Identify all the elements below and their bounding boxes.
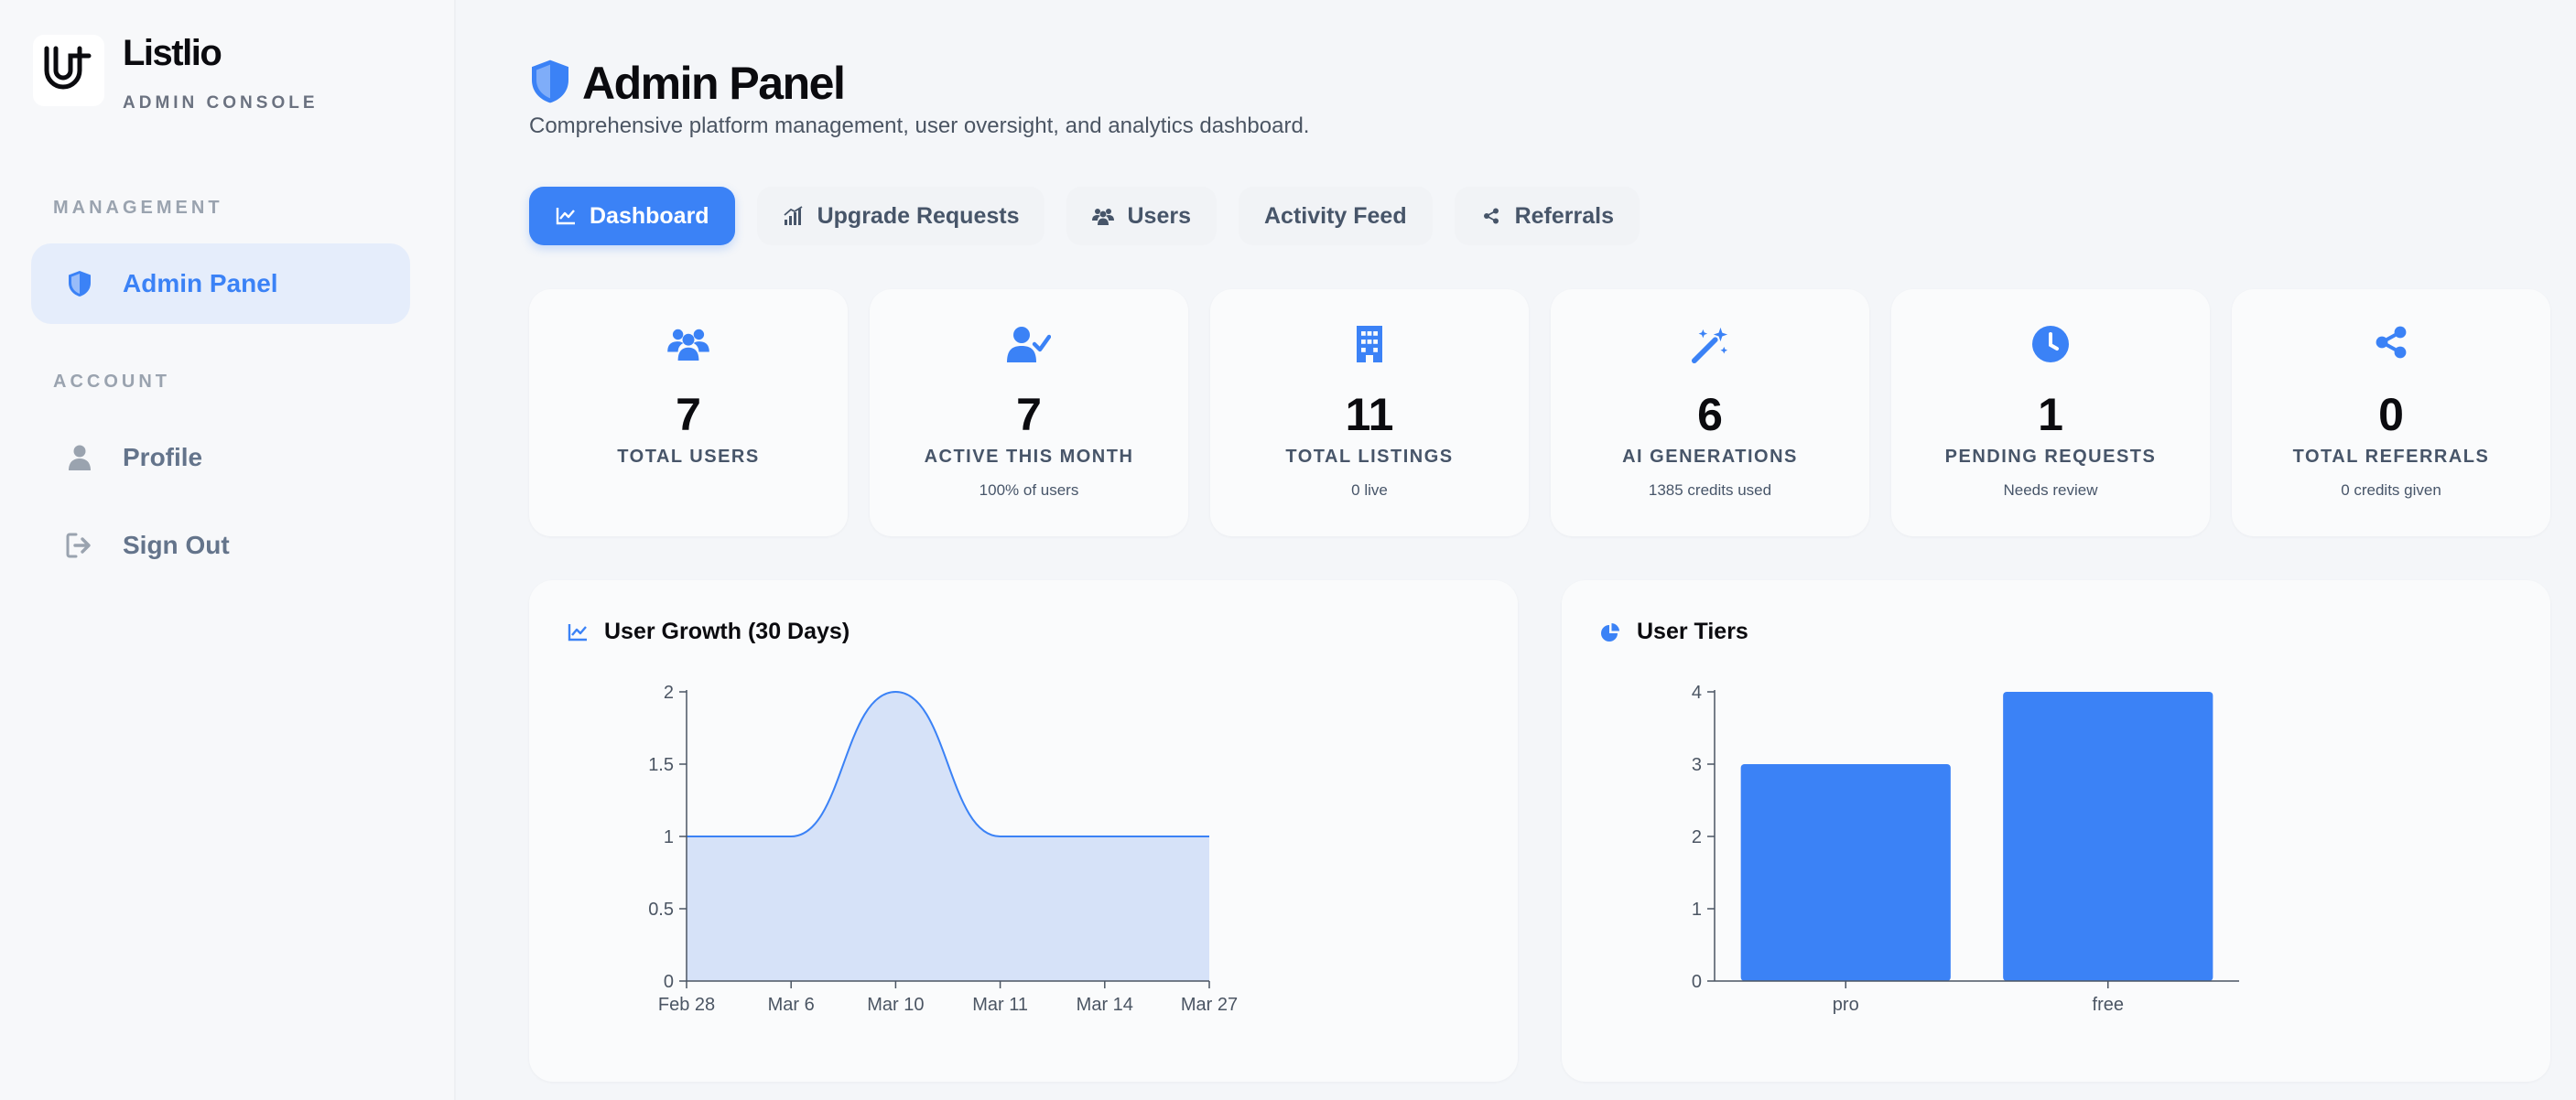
tab-label: Referrals (1514, 202, 1614, 229)
x-tick-label: free (2093, 995, 2124, 1015)
y-tick-label: 1 (1692, 900, 1702, 920)
stat-note: 1385 credits used (1648, 481, 1772, 499)
users-icon (529, 326, 848, 366)
tab-label: Upgrade Requests (817, 202, 1020, 229)
stat-value: 0 (2378, 389, 2404, 440)
tab-label: Activity Feed (1263, 202, 1407, 229)
stat-card-total-referrals: 0 TOTAL REFERRALS 0 credits given (2232, 289, 2550, 536)
sidebar-item-admin-panel[interactable]: Admin Panel (31, 243, 410, 324)
x-tick-label: Mar 10 (867, 995, 924, 1015)
stat-note: 100% of users (979, 481, 1079, 499)
y-tick-label: 3 (1692, 755, 1702, 775)
y-tick-label: 1 (664, 827, 674, 847)
stat-value: 6 (1697, 389, 1723, 440)
y-tick-label: 4 (1692, 683, 1702, 703)
tab-bar: Dashboard Upgrade Requests Users Activit… (529, 187, 1661, 245)
x-tick-label: Mar 6 (768, 995, 815, 1015)
x-tick-label: Mar 27 (1181, 995, 1238, 1015)
sign-out-icon (64, 530, 95, 561)
y-tick-label: 1.5 (648, 755, 674, 775)
section-label-management: MANAGEMENT (53, 198, 223, 218)
y-tick-label: 2 (1692, 827, 1702, 847)
stat-card-ai-generations: 6 AI GENERATIONS 1385 credits used (1551, 289, 1869, 536)
chart-title: User Tiers (1600, 619, 1748, 645)
line-chart-icon (568, 622, 588, 642)
x-tick-label: Mar 14 (1077, 995, 1133, 1015)
stat-label: ACTIVE THIS MONTH (924, 447, 1134, 467)
stat-value: 7 (676, 389, 701, 440)
x-tick-label: Mar 11 (972, 995, 1028, 1015)
stat-card-active-this-month: 7 ACTIVE THIS MONTH 100% of users (870, 289, 1188, 536)
tab-label: Dashboard (590, 202, 709, 229)
stat-label: TOTAL REFERRALS (2292, 447, 2490, 467)
y-tick-label: 2 (664, 683, 674, 703)
user-icon (64, 442, 95, 473)
brand-logo-icon (33, 35, 104, 106)
page-title-text: Admin Panel (582, 58, 846, 109)
area-fill (687, 692, 1209, 981)
stat-note: Needs review (2003, 481, 2098, 499)
bar-pro (1740, 764, 1951, 981)
chart-title-text: User Growth (30 Days) (604, 619, 850, 644)
tab-referrals[interactable]: Referrals (1454, 187, 1640, 245)
share-icon (2232, 326, 2550, 366)
tab-activity-feed[interactable]: Activity Feed (1238, 187, 1433, 245)
brand: Listlio ADMIN CONSOLE (33, 35, 319, 113)
page-subtitle: Comprehensive platform management, user … (529, 113, 1310, 138)
line-chart-icon (555, 205, 577, 227)
brand-subtitle: ADMIN CONSOLE (123, 93, 319, 113)
building-icon (1210, 326, 1529, 366)
main-content: Admin Panel Comprehensive platform manag… (529, 0, 2576, 1100)
users-icon (1092, 205, 1115, 227)
stat-label: PENDING REQUESTS (1944, 447, 2157, 467)
chart-card-user-growth: User Growth (30 Days) 0 0.5 1 1.5 2 Feb 28 Mar… (529, 580, 1518, 1082)
y-tick-label: 0 (664, 972, 674, 992)
user-growth-chart: 0 0.5 1 1.5 2 Feb 28 Mar 6 Mar 10 Mar 11 Mar 14 Ma… (648, 683, 1238, 1015)
chart-title: User Growth (30 Days) (568, 619, 850, 645)
tab-label: Users (1127, 202, 1191, 229)
stat-label: TOTAL LISTINGS (1285, 447, 1454, 467)
stat-label: TOTAL USERS (617, 447, 760, 467)
stat-note: 0 credits given (2341, 481, 2441, 499)
magic-wand-icon (1551, 326, 1869, 366)
pie-chart-icon (1600, 622, 1620, 642)
tab-dashboard[interactable]: Dashboard (529, 187, 735, 245)
brand-name: Listlio (123, 33, 222, 73)
bar-trend-icon (783, 205, 805, 227)
shield-icon (64, 268, 95, 299)
sidebar-item-label: Sign Out (123, 531, 230, 559)
x-tick-label: Feb 28 (658, 995, 715, 1015)
stat-card-total-users: 7 TOTAL USERS (529, 289, 848, 536)
y-tick-label: 0 (1692, 972, 1702, 992)
shield-icon (529, 59, 571, 109)
y-tick-label: 0.5 (648, 900, 674, 920)
stat-label: AI GENERATIONS (1622, 447, 1798, 467)
stat-card-total-listings: 11 TOTAL LISTINGS 0 live (1210, 289, 1529, 536)
sidebar-item-label: Profile (123, 443, 203, 471)
sidebar-item-sign-out[interactable]: Sign Out (31, 505, 410, 586)
chart-card-user-tiers: User Tiers pro free 0 1 2 3 4 (1562, 580, 2550, 1082)
sidebar-item-profile[interactable]: Profile (31, 417, 410, 498)
section-label-account: ACCOUNT (53, 372, 170, 392)
stat-value: 1 (2038, 389, 2063, 440)
sidebar: Listlio ADMIN CONSOLE MANAGEMENT Admin P… (0, 0, 456, 1100)
stat-value: 7 (1016, 389, 1042, 440)
page-title: Admin Panel (529, 57, 846, 110)
x-tick-label: pro (1833, 995, 1859, 1015)
chart-title-text: User Tiers (1637, 619, 1748, 644)
clock-icon (1891, 326, 2210, 366)
stat-note: 0 live (1351, 481, 1388, 499)
tab-upgrade-requests[interactable]: Upgrade Requests (756, 187, 1045, 245)
tab-users[interactable]: Users (1066, 187, 1217, 245)
user-tiers-chart: pro free 0 1 2 3 4 (1692, 683, 2239, 1015)
share-icon (1480, 205, 1502, 227)
user-check-icon (870, 326, 1188, 366)
stats-row: 7 TOTAL USERS 7 ACTIVE THIS MONTH 100% o… (529, 289, 2572, 536)
bar-free (2003, 692, 2213, 981)
stat-value: 11 (1345, 389, 1394, 440)
stat-card-pending-requests: 1 PENDING REQUESTS Needs review (1891, 289, 2210, 536)
series-line (687, 690, 1209, 837)
sidebar-item-label: Admin Panel (123, 269, 278, 297)
